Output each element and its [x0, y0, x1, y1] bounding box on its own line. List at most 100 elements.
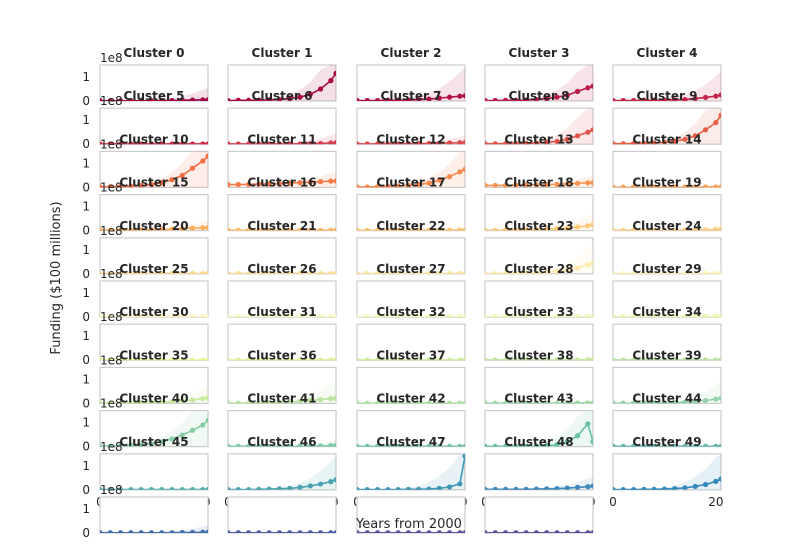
data-point — [107, 314, 113, 317]
data-point — [672, 184, 678, 188]
data-point — [333, 477, 336, 483]
data-point — [357, 227, 360, 231]
data-point — [554, 442, 560, 447]
data-point — [620, 486, 626, 490]
data-point — [426, 227, 432, 231]
panel-frame — [612, 366, 722, 404]
data-point — [117, 98, 124, 101]
data-point — [523, 270, 529, 274]
data-point — [189, 529, 196, 533]
data-point — [692, 483, 698, 490]
data-point — [436, 227, 442, 231]
data-point — [276, 399, 283, 404]
data-point — [416, 443, 422, 447]
data-point — [544, 139, 550, 145]
data-point — [661, 184, 668, 188]
data-point — [266, 357, 272, 361]
data-point — [245, 141, 252, 145]
panel-5: Cluster 5 1 0 1e8 — [82, 89, 209, 151]
data-point — [328, 314, 334, 317]
data-point — [523, 486, 529, 490]
data-point — [307, 314, 313, 317]
data-point — [395, 183, 401, 188]
data-point — [672, 227, 678, 231]
data-point — [533, 227, 540, 231]
data-point — [169, 226, 175, 231]
data-point — [544, 530, 550, 533]
panel-title: Cluster 9 — [637, 89, 698, 103]
data-point — [585, 421, 591, 427]
data-point — [117, 486, 124, 490]
data-point — [235, 443, 241, 447]
data-point — [426, 486, 432, 490]
data-point — [148, 441, 155, 447]
panel-title: Cluster 38 — [504, 348, 573, 362]
panel-title: Cluster 19 — [632, 176, 701, 190]
data-point — [661, 486, 668, 490]
data-point — [502, 97, 509, 101]
data-point — [682, 443, 688, 447]
data-point — [307, 227, 313, 231]
panel-frame — [484, 496, 594, 534]
data-point — [641, 140, 647, 145]
panel-title: Cluster 47 — [376, 435, 445, 449]
panel-21: Cluster 21 — [227, 219, 337, 275]
data-point — [374, 141, 381, 145]
data-point — [374, 97, 381, 101]
data-point — [148, 141, 155, 145]
data-point — [513, 314, 519, 317]
data-point — [128, 357, 134, 361]
data-point — [117, 530, 124, 533]
data-point — [554, 357, 560, 361]
data-point — [169, 97, 175, 101]
data-point — [256, 314, 262, 317]
data-point — [364, 486, 370, 490]
data-point — [513, 182, 519, 188]
data-point — [630, 400, 637, 404]
data-point — [564, 400, 570, 404]
data-point — [564, 136, 570, 142]
data-point — [544, 314, 550, 317]
data-point — [189, 357, 196, 361]
data-point — [317, 227, 324, 231]
data-point — [613, 227, 616, 231]
data-point — [266, 181, 272, 187]
data-point — [107, 443, 113, 447]
data-point — [328, 396, 334, 402]
y-tick-label: 0 — [82, 483, 90, 497]
data-point — [613, 314, 616, 317]
data-point — [276, 270, 283, 274]
panel-title: Cluster 15 — [119, 176, 188, 190]
data-point — [564, 530, 570, 533]
data-point — [287, 180, 293, 186]
panel-title: Cluster 17 — [376, 176, 445, 190]
x-tick-label: 0 — [609, 495, 617, 509]
data-point — [374, 486, 381, 490]
data-point — [385, 183, 391, 188]
data-point — [228, 97, 231, 101]
data-point — [462, 400, 465, 404]
data-point — [179, 314, 185, 317]
data-point — [630, 314, 637, 317]
data-point — [590, 483, 593, 489]
data-point — [692, 227, 698, 231]
data-point — [357, 400, 360, 404]
panel-title: Cluster 28 — [504, 262, 573, 276]
data-point — [585, 484, 591, 490]
data-point — [661, 314, 668, 317]
x-tick-label: 20 — [708, 495, 723, 509]
data-point — [485, 530, 488, 533]
data-point — [544, 226, 550, 231]
data-point — [718, 112, 721, 118]
data-point — [405, 270, 412, 274]
data-point — [107, 400, 113, 404]
data-point — [682, 270, 688, 274]
data-point — [205, 97, 208, 101]
panel-title: Cluster 34 — [632, 305, 701, 319]
data-point — [718, 313, 721, 317]
data-point — [718, 395, 721, 401]
panel-frame — [227, 280, 337, 318]
data-point — [661, 443, 668, 447]
data-point — [364, 227, 370, 231]
panel-frame — [612, 237, 722, 275]
